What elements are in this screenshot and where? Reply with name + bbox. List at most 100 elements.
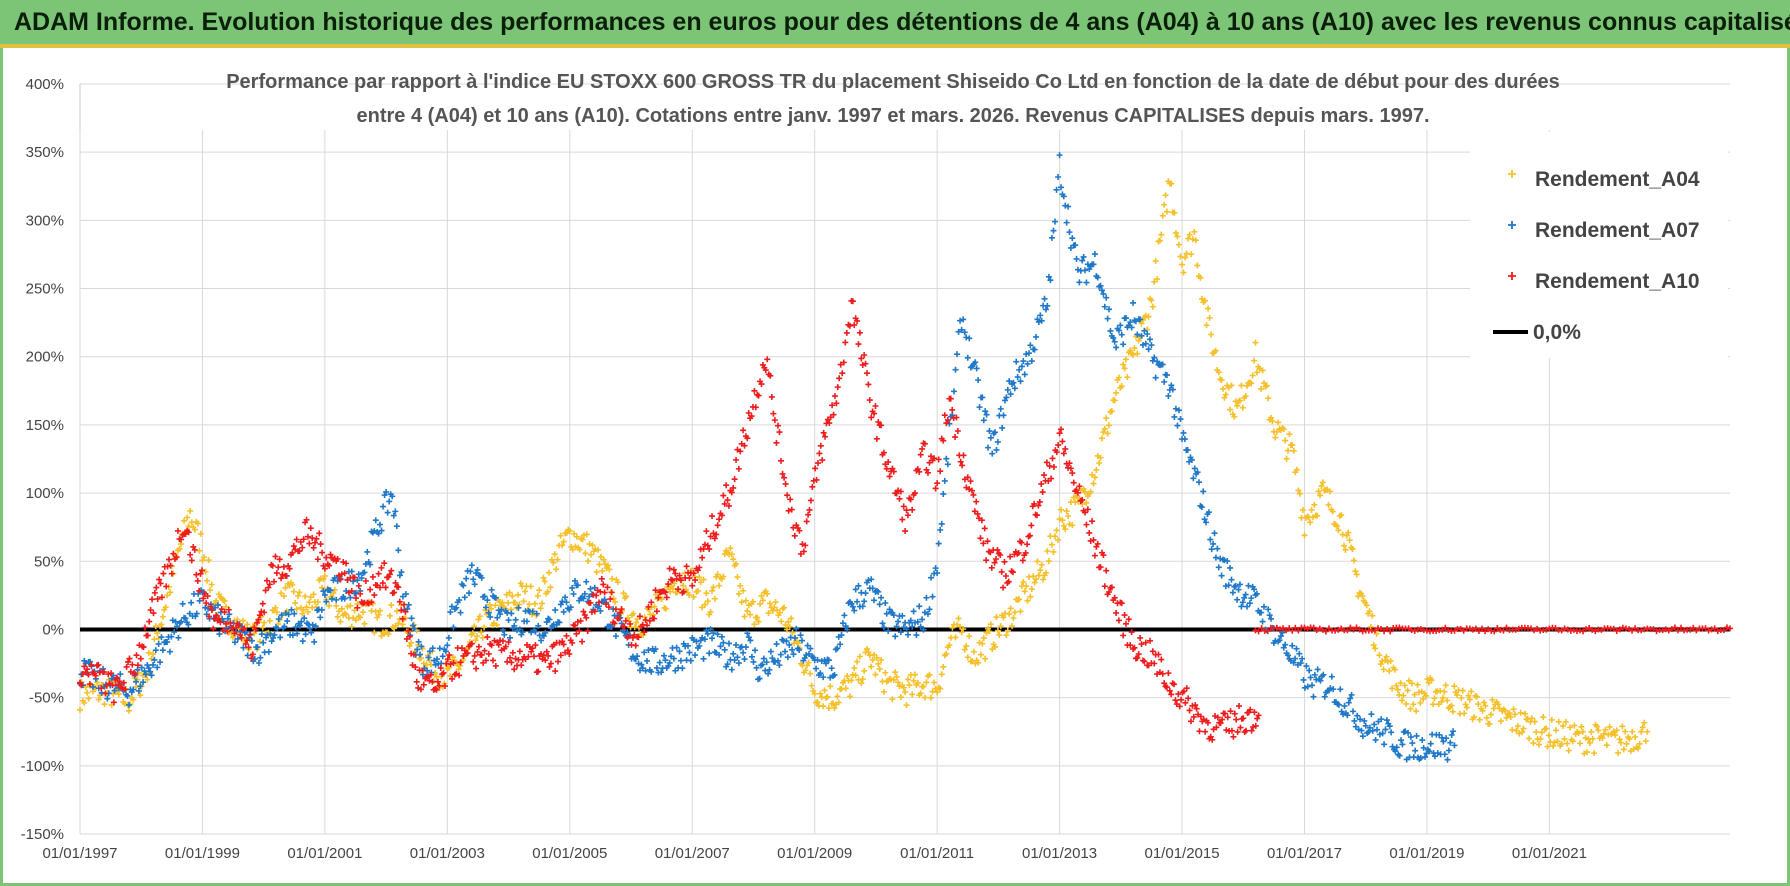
marker-A07 bbox=[1311, 671, 1318, 678]
marker-A10 bbox=[716, 516, 723, 523]
y-tick-label: -150% bbox=[21, 826, 64, 843]
marker-A07 bbox=[734, 654, 741, 661]
marker-A07 bbox=[718, 633, 725, 640]
marker-A10 bbox=[1500, 627, 1507, 634]
marker-A10 bbox=[244, 637, 251, 644]
marker-A10 bbox=[405, 627, 412, 634]
marker-A10 bbox=[375, 570, 382, 577]
marker-A04 bbox=[280, 593, 287, 600]
marker-A04 bbox=[1295, 487, 1302, 494]
chart-title-line1: Performance par rapport à l'indice EU ST… bbox=[226, 71, 1560, 93]
marker-A07 bbox=[964, 354, 971, 361]
marker-A10 bbox=[217, 619, 224, 626]
marker-A10 bbox=[622, 617, 629, 624]
marker-A10 bbox=[1251, 709, 1258, 716]
marker-A10 bbox=[187, 551, 194, 558]
marker-A07 bbox=[1103, 294, 1110, 301]
marker-A10 bbox=[846, 322, 853, 329]
marker-A04 bbox=[531, 600, 538, 607]
marker-A04 bbox=[1376, 652, 1383, 659]
marker-A04 bbox=[1037, 567, 1044, 574]
marker-A04 bbox=[256, 638, 263, 645]
marker-A07 bbox=[831, 671, 838, 678]
marker-A10 bbox=[1638, 627, 1645, 634]
marker-A07 bbox=[890, 612, 897, 619]
marker-A07 bbox=[759, 661, 766, 668]
marker-A07 bbox=[982, 408, 989, 415]
marker-A07 bbox=[926, 606, 933, 613]
marker-A04 bbox=[314, 599, 321, 606]
marker-A04 bbox=[1203, 322, 1210, 329]
marker-A10 bbox=[689, 582, 696, 589]
marker-A07 bbox=[1224, 558, 1231, 565]
marker-A07 bbox=[989, 450, 996, 457]
marker-A04 bbox=[1103, 415, 1110, 422]
marker-A07 bbox=[214, 602, 221, 609]
marker-A10 bbox=[343, 560, 350, 567]
legend: Rendement_A04Rendement_A07Rendement_A100… bbox=[1470, 132, 1728, 358]
marker-A04 bbox=[1593, 723, 1600, 730]
marker-A07 bbox=[1021, 371, 1028, 378]
marker-A04 bbox=[844, 673, 851, 680]
marker-A10 bbox=[204, 593, 211, 600]
marker-A04 bbox=[1441, 688, 1448, 695]
marker-A10 bbox=[1650, 626, 1657, 633]
marker-A07 bbox=[1212, 554, 1219, 561]
marker-A04 bbox=[934, 689, 941, 696]
marker-A10 bbox=[116, 678, 123, 685]
marker-A10 bbox=[449, 675, 456, 682]
marker-A07 bbox=[1347, 695, 1354, 702]
marker-A07 bbox=[1017, 378, 1024, 385]
marker-A04 bbox=[1372, 645, 1379, 652]
marker-A07 bbox=[730, 650, 737, 657]
marker-A07 bbox=[818, 658, 825, 665]
marker-A10 bbox=[1159, 670, 1166, 677]
marker-A07 bbox=[1180, 429, 1187, 436]
marker-A04 bbox=[1299, 507, 1306, 514]
marker-A10 bbox=[516, 648, 523, 655]
marker-A10 bbox=[700, 545, 707, 552]
marker-A04 bbox=[187, 507, 194, 514]
marker-A07 bbox=[1041, 295, 1048, 302]
marker-A10 bbox=[352, 595, 359, 602]
marker-A10 bbox=[1161, 680, 1168, 687]
marker-A07 bbox=[141, 668, 148, 675]
marker-A10 bbox=[564, 647, 571, 654]
marker-A04 bbox=[164, 592, 171, 599]
marker-A04 bbox=[239, 617, 246, 624]
marker-A07 bbox=[717, 643, 724, 650]
marker-A07 bbox=[348, 568, 355, 575]
marker-A10 bbox=[283, 572, 290, 579]
marker-A10 bbox=[379, 580, 386, 587]
marker-A04 bbox=[1221, 394, 1228, 401]
marker-A04 bbox=[1263, 382, 1270, 389]
marker-A04 bbox=[1090, 480, 1097, 487]
marker-A10 bbox=[880, 449, 887, 456]
marker-A07 bbox=[638, 661, 645, 668]
marker-A07 bbox=[383, 488, 390, 495]
marker-A10 bbox=[474, 648, 481, 655]
marker-A04 bbox=[348, 623, 355, 630]
marker-A04 bbox=[1465, 692, 1472, 699]
marker-A04 bbox=[1519, 729, 1526, 736]
series-A10-zero-band bbox=[1252, 624, 1733, 635]
marker-A07 bbox=[1280, 644, 1287, 651]
marker-A10 bbox=[1381, 628, 1388, 635]
marker-A04 bbox=[1352, 568, 1359, 575]
marker-A07 bbox=[876, 601, 883, 608]
marker-A10 bbox=[132, 671, 139, 678]
marker-A10 bbox=[538, 651, 545, 658]
marker-A04 bbox=[1273, 428, 1280, 435]
marker-A07 bbox=[644, 657, 651, 664]
marker-A04 bbox=[202, 568, 209, 575]
marker-A07 bbox=[1147, 336, 1154, 343]
marker-A07 bbox=[1141, 327, 1148, 334]
marker-A07 bbox=[1038, 317, 1045, 324]
marker-A10 bbox=[762, 367, 769, 374]
marker-A07 bbox=[447, 609, 454, 616]
marker-A10 bbox=[471, 652, 478, 659]
marker-A10 bbox=[1322, 628, 1329, 635]
marker-A07 bbox=[291, 610, 298, 617]
marker-A10 bbox=[872, 403, 879, 410]
marker-A04 bbox=[1138, 320, 1145, 327]
